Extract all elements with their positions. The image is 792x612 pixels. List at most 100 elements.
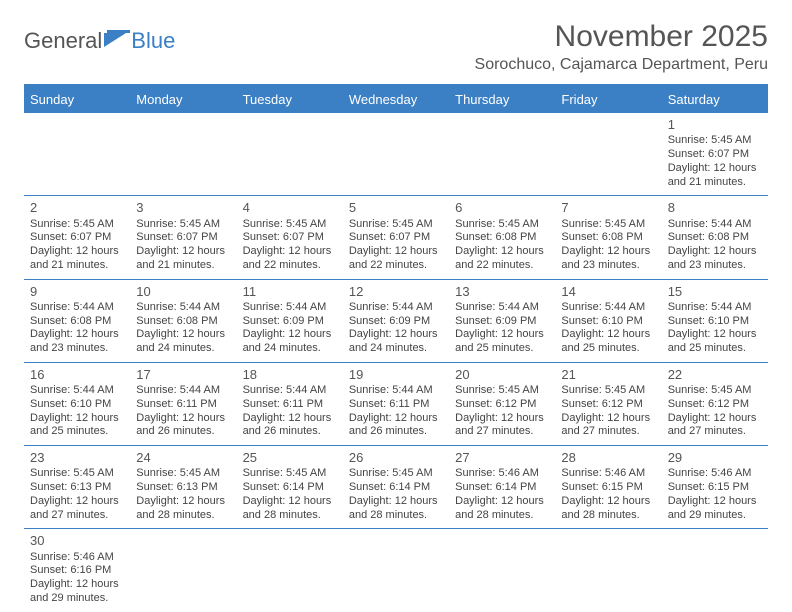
day-number: 1 [668,117,762,133]
day-number: 11 [243,284,337,300]
day-number: 6 [455,200,549,216]
sunrise-line: Sunrise: 5:45 AM [668,134,762,148]
sunrise-line: Sunrise: 5:45 AM [561,384,655,398]
sunset-line: Sunset: 6:13 PM [30,481,124,495]
calendar-week: 9Sunrise: 5:44 AMSunset: 6:08 PMDaylight… [24,279,768,362]
sunrise-line: Sunrise: 5:46 AM [455,467,549,481]
sunset-line: Sunset: 6:09 PM [243,315,337,329]
day-number: 2 [30,200,124,216]
daylight-line: Daylight: 12 hours and 23 minutes. [668,245,762,273]
day-number: 17 [136,367,230,383]
sunrise-line: Sunrise: 5:46 AM [561,467,655,481]
sunset-line: Sunset: 6:11 PM [349,398,443,412]
day-number: 30 [30,533,124,549]
logo: General Blue [24,28,175,54]
daylight-line: Daylight: 12 hours and 21 minutes. [668,162,762,190]
calendar-cell: 22Sunrise: 5:45 AMSunset: 6:12 PMDayligh… [662,362,768,445]
sunrise-line: Sunrise: 5:44 AM [668,218,762,232]
day-number: 18 [243,367,337,383]
daylight-line: Daylight: 12 hours and 25 minutes. [668,328,762,356]
sunrise-line: Sunrise: 5:45 AM [668,384,762,398]
calendar-cell: 15Sunrise: 5:44 AMSunset: 6:10 PMDayligh… [662,279,768,362]
sunset-line: Sunset: 6:14 PM [243,481,337,495]
daylight-line: Daylight: 12 hours and 24 minutes. [349,328,443,356]
calendar-cell [130,113,236,196]
calendar-cell [449,529,555,612]
daylight-line: Daylight: 12 hours and 28 minutes. [243,495,337,523]
sunset-line: Sunset: 6:12 PM [561,398,655,412]
calendar-cell: 14Sunrise: 5:44 AMSunset: 6:10 PMDayligh… [555,279,661,362]
calendar-cell: 28Sunrise: 5:46 AMSunset: 6:15 PMDayligh… [555,446,661,529]
calendar-cell: 25Sunrise: 5:45 AMSunset: 6:14 PMDayligh… [237,446,343,529]
calendar-cell: 18Sunrise: 5:44 AMSunset: 6:11 PMDayligh… [237,362,343,445]
sunset-line: Sunset: 6:14 PM [455,481,549,495]
sunrise-line: Sunrise: 5:44 AM [243,384,337,398]
sunrise-line: Sunrise: 5:44 AM [349,384,443,398]
day-header: Sunday [24,86,130,113]
calendar-cell: 12Sunrise: 5:44 AMSunset: 6:09 PMDayligh… [343,279,449,362]
day-header: Friday [555,86,661,113]
daylight-line: Daylight: 12 hours and 29 minutes. [30,578,124,606]
sunrise-line: Sunrise: 5:44 AM [30,384,124,398]
day-number: 16 [30,367,124,383]
daylight-line: Daylight: 12 hours and 28 minutes. [561,495,655,523]
calendar-cell: 4Sunrise: 5:45 AMSunset: 6:07 PMDaylight… [237,196,343,279]
daylight-line: Daylight: 12 hours and 28 minutes. [349,495,443,523]
calendar-cell [237,113,343,196]
sunset-line: Sunset: 6:16 PM [30,564,124,578]
day-number: 15 [668,284,762,300]
day-header: Thursday [449,86,555,113]
calendar-cell: 26Sunrise: 5:45 AMSunset: 6:14 PMDayligh… [343,446,449,529]
sunset-line: Sunset: 6:08 PM [30,315,124,329]
sunset-line: Sunset: 6:07 PM [136,231,230,245]
calendar-cell: 1Sunrise: 5:45 AMSunset: 6:07 PMDaylight… [662,113,768,196]
sunrise-line: Sunrise: 5:44 AM [561,301,655,315]
sunset-line: Sunset: 6:09 PM [455,315,549,329]
sunrise-line: Sunrise: 5:45 AM [243,218,337,232]
calendar-cell [662,529,768,612]
daylight-line: Daylight: 12 hours and 25 minutes. [561,328,655,356]
day-number: 14 [561,284,655,300]
day-number: 22 [668,367,762,383]
calendar-cell: 30 Sunrise: 5:46 AMSunset: 6:16 PMDayligh… [24,529,130,612]
day-header: Tuesday [237,86,343,113]
daylight-line: Daylight: 12 hours and 28 minutes. [136,495,230,523]
daylight-line: Daylight: 12 hours and 29 minutes. [668,495,762,523]
header: General Blue November 2025 Sorochuco, Ca… [24,20,768,80]
daylight-line: Daylight: 12 hours and 23 minutes. [30,328,124,356]
calendar-cell: 6Sunrise: 5:45 AMSunset: 6:08 PMDaylight… [449,196,555,279]
daylight-line: Daylight: 12 hours and 24 minutes. [243,328,337,356]
sunrise-line: Sunrise: 5:45 AM [455,384,549,398]
calendar-cell: 21Sunrise: 5:45 AMSunset: 6:12 PMDayligh… [555,362,661,445]
flag-icon [104,28,130,54]
daylight-line: Daylight: 12 hours and 26 minutes. [136,412,230,440]
sunrise-line: Sunrise: 5:45 AM [561,218,655,232]
calendar-cell [237,529,343,612]
calendar-table: Sunday Monday Tuesday Wednesday Thursday… [24,86,768,612]
sunset-line: Sunset: 6:07 PM [349,231,443,245]
daylight-line: Daylight: 12 hours and 27 minutes. [668,412,762,440]
day-number: 13 [455,284,549,300]
calendar-cell: 19Sunrise: 5:44 AMSunset: 6:11 PMDayligh… [343,362,449,445]
sunset-line: Sunset: 6:08 PM [136,315,230,329]
day-number: 4 [243,200,337,216]
daylight-line: Daylight: 12 hours and 21 minutes. [136,245,230,273]
calendar-cell: 13Sunrise: 5:44 AMSunset: 6:09 PMDayligh… [449,279,555,362]
day-number: 8 [668,200,762,216]
calendar-cell: 24Sunrise: 5:45 AMSunset: 6:13 PMDayligh… [130,446,236,529]
day-number: 3 [136,200,230,216]
day-header-row: Sunday Monday Tuesday Wednesday Thursday… [24,86,768,113]
sunrise-line: Sunrise: 5:45 AM [136,218,230,232]
calendar-cell: 17Sunrise: 5:44 AMSunset: 6:11 PMDayligh… [130,362,236,445]
sunrise-line: Sunrise: 5:46 AM [30,551,124,565]
day-number: 25 [243,450,337,466]
sunset-line: Sunset: 6:14 PM [349,481,443,495]
sunrise-line: Sunrise: 5:44 AM [136,301,230,315]
sunset-line: Sunset: 6:13 PM [136,481,230,495]
sunset-line: Sunset: 6:11 PM [243,398,337,412]
sunrise-line: Sunrise: 5:44 AM [243,301,337,315]
calendar-cell [130,529,236,612]
month-title: November 2025 [475,20,768,54]
day-header: Saturday [662,86,768,113]
sunset-line: Sunset: 6:07 PM [243,231,337,245]
